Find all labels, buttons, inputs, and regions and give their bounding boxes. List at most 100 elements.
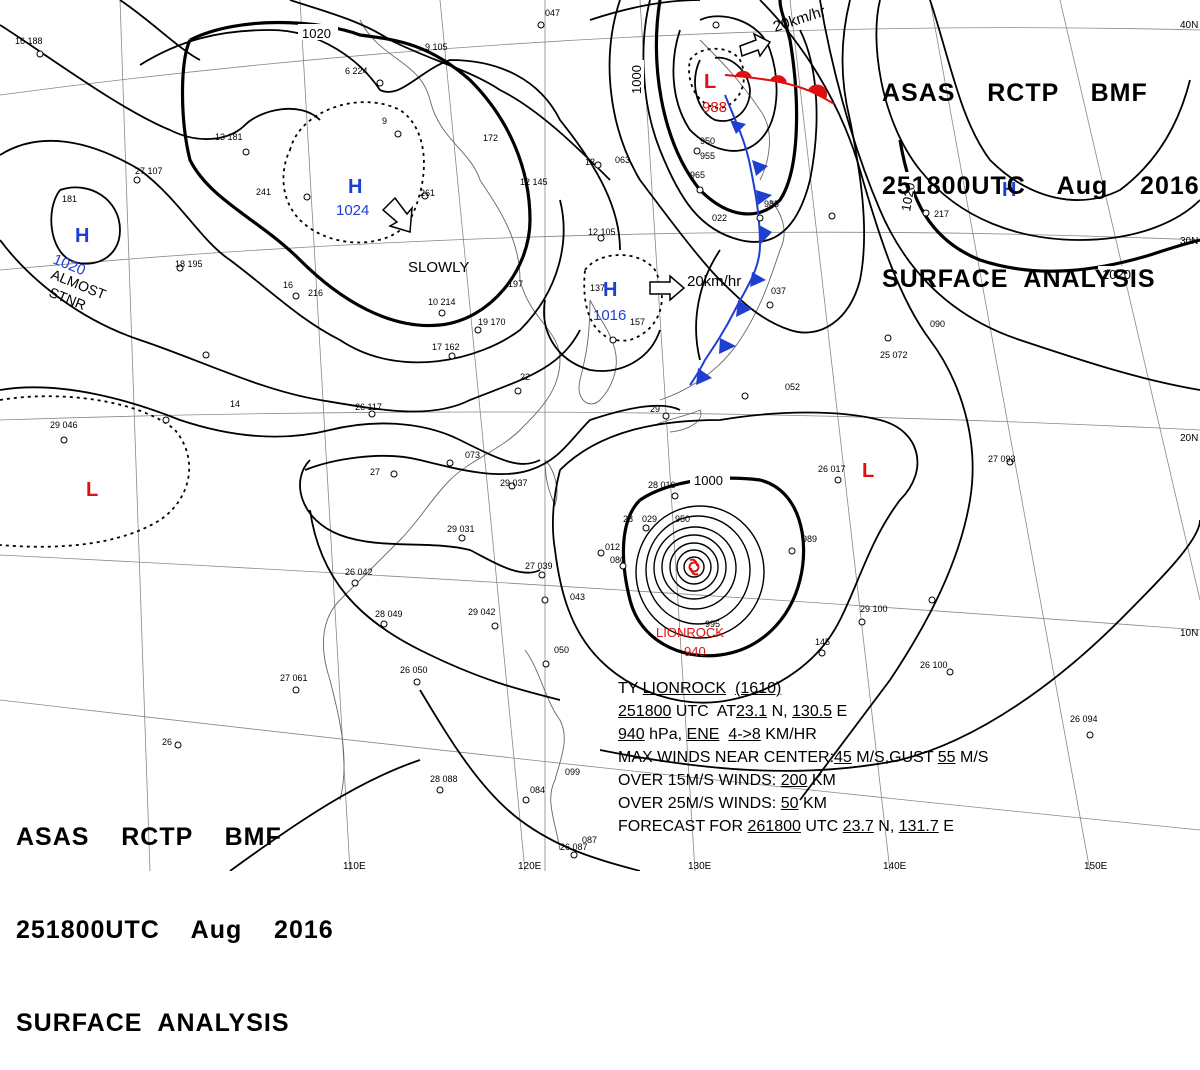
station-label: 28 <box>623 514 633 524</box>
ty-info-line-3: 940 hPa, ENE 4->8 KM/HR <box>618 723 988 746</box>
station-label: 16 <box>283 280 293 290</box>
ty-text: KM/HR <box>761 726 817 743</box>
station-label: 17 162 <box>432 342 460 352</box>
ty-fc-lon: 131.7 <box>899 818 939 835</box>
station-icon <box>595 162 601 168</box>
ty-time: 251800 <box>618 703 671 720</box>
station-label: 28 088 <box>430 774 458 784</box>
high-center-icon: H <box>603 279 617 301</box>
station-label: 29 031 <box>447 524 475 534</box>
ty-sep <box>726 680 735 697</box>
station-icon <box>395 131 401 137</box>
station-label: 19 170 <box>478 317 506 327</box>
station-icon <box>543 661 549 667</box>
station-icon <box>377 80 383 86</box>
station-icon <box>352 580 358 586</box>
ty-info-line-5: OVER 15M/S WINDS: 200 KM <box>618 769 988 792</box>
ty-text: E <box>939 818 954 835</box>
station-label: 9 105 <box>425 42 448 52</box>
motion-label: SLOWLY <box>408 259 469 276</box>
typhoon-pressure: 940 <box>684 644 706 659</box>
ty-info-line-2: 251800 UTC AT23.1 N, 130.5 E <box>618 700 988 723</box>
station-icon <box>829 213 835 219</box>
ty-text: E <box>832 703 847 720</box>
station-icon <box>819 650 825 656</box>
high-center-value: 1024 <box>336 202 369 219</box>
station-label: 26 050 <box>400 665 428 675</box>
isobar-label-1000-n: 1000 <box>629 65 644 94</box>
ty-text: UTC <box>801 818 843 835</box>
header-line-1: ASAS RCTP BMF <box>882 78 1200 109</box>
station-icon <box>713 22 719 28</box>
station-icon <box>542 597 548 603</box>
low-center-icon: L <box>704 71 716 93</box>
station-label: 043 <box>570 592 585 602</box>
station-icon <box>475 327 481 333</box>
station-label: 022 <box>712 213 727 223</box>
station-icon <box>598 550 604 556</box>
ty-info-line-1: TY LIONROCK (1610) <box>618 677 988 700</box>
ty-fc-time: 261800 <box>748 818 801 835</box>
high-center-icon: H <box>348 176 362 198</box>
header-line-1: ASAS RCTP BMF <box>16 822 334 853</box>
ty-text: OVER 25M/S WINDS: <box>618 795 781 812</box>
ty-gust: 55 <box>938 749 956 766</box>
station-label: 27 093 <box>988 454 1016 464</box>
ty-lat: 23.1 <box>736 703 767 720</box>
ty-text: M/S,GUST <box>852 749 938 766</box>
station-label: 157 <box>630 317 645 327</box>
low-center-icon: L <box>86 479 98 501</box>
station-label: 29 046 <box>50 420 78 430</box>
station-icon <box>414 679 420 685</box>
ty-dir: ENE <box>687 726 720 743</box>
station-label: 26 <box>162 737 172 747</box>
typhoon-info-block: TY LIONROCK (1610) 251800 UTC AT23.1 N, … <box>618 677 988 838</box>
ty-sep <box>719 726 728 743</box>
ty-info-line-7: FORECAST FOR 261800 UTC 23.7 N, 131.7 E <box>618 815 988 838</box>
station-icon <box>61 437 67 443</box>
station-label: 18 195 <box>175 259 203 269</box>
station-label: 29 042 <box>468 607 496 617</box>
ty-text: KM <box>807 772 835 789</box>
station-label: 965 <box>690 170 705 180</box>
station-icon <box>203 352 209 358</box>
station-icon <box>391 471 397 477</box>
station-label: 172 <box>483 133 498 143</box>
station-label: 050 <box>554 645 569 655</box>
station-icon <box>381 621 387 627</box>
station-label: 29 <box>650 404 660 414</box>
station-icon <box>539 572 545 578</box>
ty-text: UTC AT <box>671 703 736 720</box>
station-icon <box>885 335 891 341</box>
lon-label-140e: 140E <box>883 861 907 871</box>
station-icon <box>859 619 865 625</box>
ty-text: FORECAST FOR <box>618 818 748 835</box>
station-label: 037 <box>771 286 786 296</box>
station-label: 955 <box>700 151 715 161</box>
station-icon <box>571 852 577 858</box>
ty-fc-lat: 23.7 <box>843 818 874 835</box>
station-icon <box>447 460 453 466</box>
typhoon-name: LIONROCK <box>656 625 724 640</box>
station-label: 197 <box>508 279 523 289</box>
low-center-value: 988 <box>702 99 727 116</box>
station-label: 29 037 <box>500 478 528 488</box>
station-label: 26 017 <box>818 464 846 474</box>
station-icon <box>835 477 841 483</box>
station-label: 047 <box>545 8 560 18</box>
station-label: 029 <box>642 514 657 524</box>
station-icon <box>757 215 763 221</box>
ty-text: N, <box>874 818 899 835</box>
station-label: 063 <box>615 155 630 165</box>
station-icon <box>304 194 310 200</box>
station-icon <box>663 413 669 419</box>
station-icon <box>163 417 169 423</box>
ty-text: M/S <box>956 749 989 766</box>
chart-header-bottom-left: ASAS RCTP BMF 251800UTC Aug 2016 SURFACE… <box>16 760 334 1070</box>
station-icon <box>243 149 249 155</box>
station-icon <box>672 493 678 499</box>
ty-prefix: TY <box>618 680 643 697</box>
ty-text: hPa, <box>645 726 687 743</box>
station-icon <box>789 548 795 554</box>
station-icon <box>929 597 935 603</box>
